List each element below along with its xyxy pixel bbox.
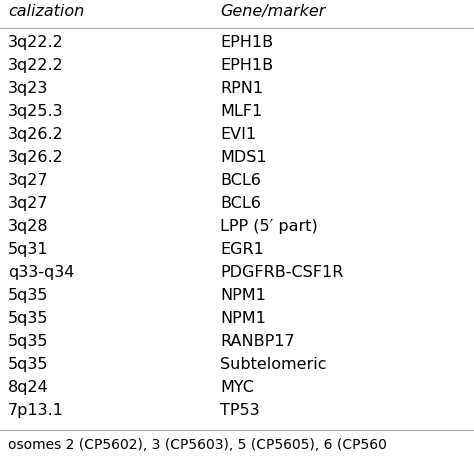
Text: 5q35: 5q35 — [8, 357, 48, 372]
Text: EPH1B: EPH1B — [220, 58, 273, 73]
Text: PDGFRB-CSF1R: PDGFRB-CSF1R — [220, 265, 343, 280]
Text: Subtelomeric: Subtelomeric — [220, 357, 327, 372]
Text: 3q28: 3q28 — [8, 219, 49, 234]
Text: MLF1: MLF1 — [220, 104, 262, 119]
Text: 3q26.2: 3q26.2 — [8, 127, 64, 142]
Text: 5q35: 5q35 — [8, 288, 48, 303]
Text: 3q26.2: 3q26.2 — [8, 150, 64, 165]
Text: Gene/marker: Gene/marker — [220, 4, 325, 19]
Text: 7p13.1: 7p13.1 — [8, 403, 64, 418]
Text: RANBP17: RANBP17 — [220, 334, 295, 349]
Text: 3q22.2: 3q22.2 — [8, 58, 64, 73]
Text: 3q27: 3q27 — [8, 173, 48, 188]
Text: RPN1: RPN1 — [220, 81, 263, 96]
Text: calization: calization — [8, 4, 84, 19]
Text: 3q27: 3q27 — [8, 196, 48, 211]
Text: EPH1B: EPH1B — [220, 35, 273, 50]
Text: EGR1: EGR1 — [220, 242, 264, 257]
Text: 5q31: 5q31 — [8, 242, 49, 257]
Text: MDS1: MDS1 — [220, 150, 266, 165]
Text: MYC: MYC — [220, 380, 254, 395]
Text: 3q25.3: 3q25.3 — [8, 104, 64, 119]
Text: osomes 2 (CP5602), 3 (CP5603), 5 (CP5605), 6 (CP560: osomes 2 (CP5602), 3 (CP5603), 5 (CP5605… — [8, 438, 387, 452]
Text: 3q22.2: 3q22.2 — [8, 35, 64, 50]
Text: 5q35: 5q35 — [8, 334, 48, 349]
Text: BCL6: BCL6 — [220, 196, 261, 211]
Text: LPP (5′ part): LPP (5′ part) — [220, 219, 318, 234]
Text: NPM1: NPM1 — [220, 288, 266, 303]
Text: NPM1: NPM1 — [220, 311, 266, 326]
Text: EVI1: EVI1 — [220, 127, 256, 142]
Text: q33-q34: q33-q34 — [8, 265, 74, 280]
Text: 3q23: 3q23 — [8, 81, 48, 96]
Text: 8q24: 8q24 — [8, 380, 49, 395]
Text: TP53: TP53 — [220, 403, 260, 418]
Text: 5q35: 5q35 — [8, 311, 48, 326]
Text: BCL6: BCL6 — [220, 173, 261, 188]
